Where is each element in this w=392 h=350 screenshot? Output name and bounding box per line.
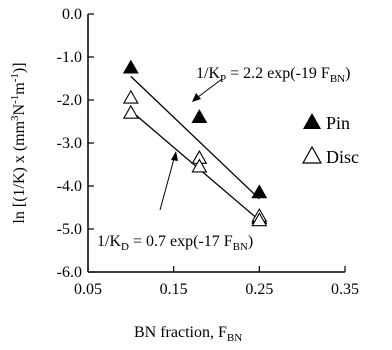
disc-annotation-arrow [159,154,176,211]
pin-data-point [251,184,268,199]
disc-fit-line [130,110,260,221]
annotation-arrows [159,78,223,211]
x-ticks: 0.05 0.15 0.25 0.35 [74,266,359,298]
pin-fit-line [130,75,260,200]
legend-pin-marker [303,113,321,129]
y-tick-label: -1.0 [57,49,82,66]
pin-arrow-head [192,93,201,102]
disc-arrow-head [171,151,178,161]
disc-equation-annotation: 1/KD = 0.7 exp(-17 FBN) [97,233,253,253]
fit-lines [130,75,260,221]
y-tick-label: -3.0 [57,135,82,152]
x-tick-label: 0.25 [245,281,273,298]
y-tick-label: -6.0 [57,264,82,281]
data-points [122,59,268,227]
y-tick-label: -2.0 [57,92,82,109]
pin-data-point [122,59,139,74]
y-axis-title: ln [(1/K) x (mm3N-1m-1)] [9,62,28,223]
disc-data-point [122,89,139,104]
pin-equation-annotation: 1/KP = 2.2 exp(-19 FBN) [196,65,350,85]
legend: Pin Disc [301,113,359,167]
legend-disc-marker [301,145,323,164]
x-tick-label: 0.15 [160,281,188,298]
y-ticks: 0.0 -1.0 -2.0 -3.0 -4.0 -5.0 -6.0 [57,6,94,281]
pin-data-point [191,109,208,123]
legend-pin-label: Pin [326,113,350,133]
disc-data-point [251,212,268,227]
x-axis-title: BN fraction, FBN [134,324,242,344]
disc-data-point [122,104,139,119]
x-tick-label: 0.05 [74,281,102,298]
x-tick-label: 0.35 [331,281,359,298]
y-tick-label: -5.0 [57,221,82,238]
legend-disc-label: Disc [326,147,359,167]
y-tick-label: -4.0 [57,178,82,195]
y-tick-label: 0.0 [62,6,82,23]
disc-data-point [191,158,208,173]
